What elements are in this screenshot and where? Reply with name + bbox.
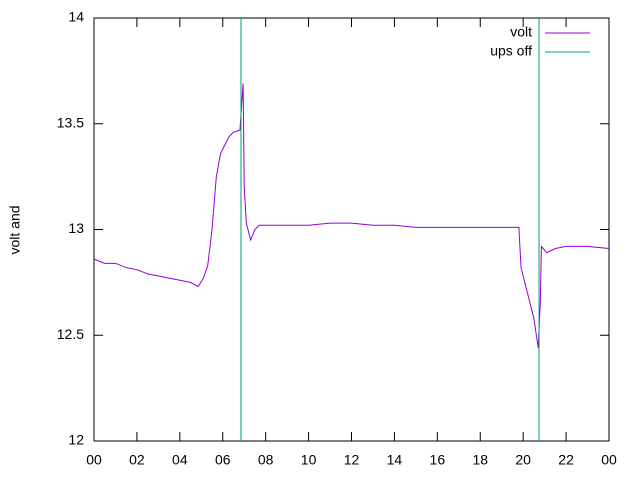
x-tick-label: 00 [86, 452, 102, 468]
x-tick-label: 08 [258, 452, 274, 468]
x-tick-label: 12 [344, 452, 360, 468]
y-tick-label: 12.5 [57, 326, 84, 342]
x-tick-label: 16 [430, 452, 446, 468]
x-tick-label: 04 [172, 452, 188, 468]
x-tick-label: 02 [129, 452, 145, 468]
y-tick-label: 13 [68, 220, 84, 236]
y-tick-label: 14 [68, 9, 84, 25]
plot-border [93, 17, 610, 442]
x-tick-label: 06 [215, 452, 231, 468]
y-axis-label: volt and [7, 205, 23, 254]
legend-label: volt [510, 24, 532, 40]
y-tick-label: 12 [68, 432, 84, 448]
x-tick-label: 20 [515, 452, 531, 468]
x-tick-label: 00 [601, 452, 617, 468]
x-tick-label: 14 [387, 452, 403, 468]
x-tick-label: 22 [558, 452, 574, 468]
x-tick-label: 10 [301, 452, 317, 468]
legend-label: ups off [490, 43, 532, 59]
x-tick-label: 18 [472, 452, 488, 468]
y-tick-label: 13.5 [57, 114, 84, 130]
series-line [93, 83, 610, 349]
